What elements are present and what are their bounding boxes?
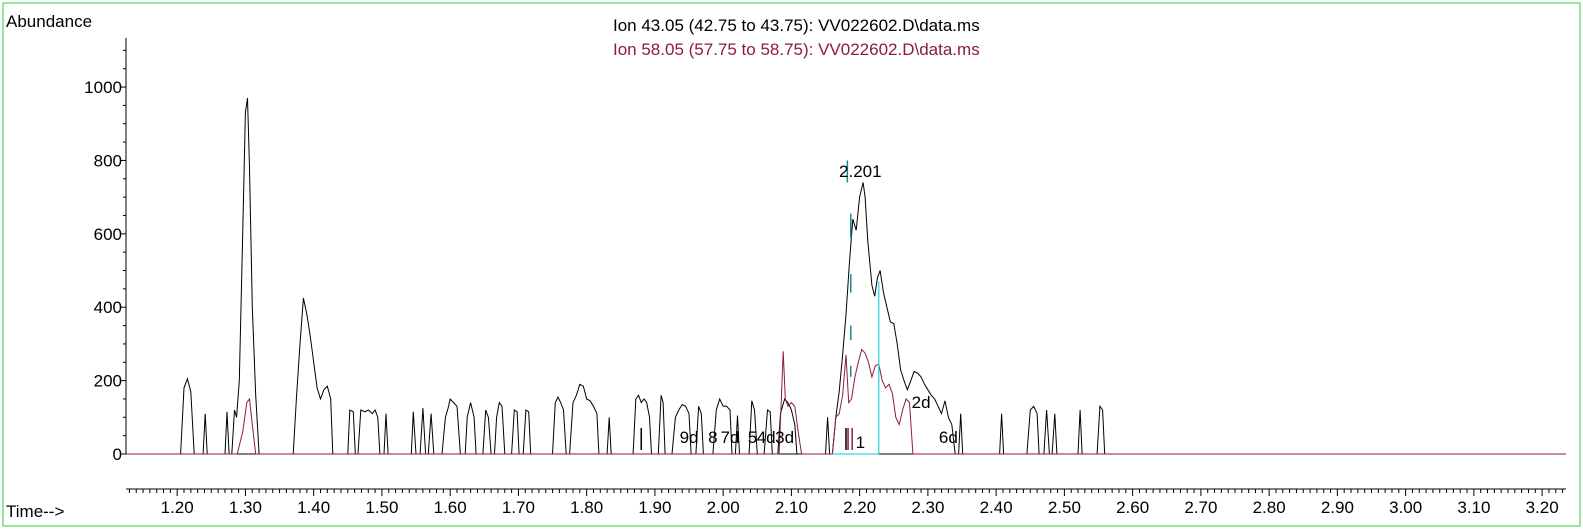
x-tick-label: 2.00 (707, 498, 740, 517)
x-tick-label: 2.90 (1321, 498, 1354, 517)
y-axis-label: Abundance (6, 12, 92, 31)
x-tick-label: 3.20 (1526, 498, 1559, 517)
x-tick-label: 1.20 (161, 498, 194, 517)
y-tick-label: 0 (113, 445, 122, 464)
x-tick-label: 2.30 (911, 498, 944, 517)
integration-label: 1 (856, 433, 865, 452)
compound-label: 5 (748, 428, 757, 447)
x-axis: 1.20 1.30 1.40 1.50 1.60 1.70 1.80 1.90 2.00 2.10… (126, 453, 1566, 517)
x-axis-label: Time--> (6, 502, 64, 521)
y-tick-label: 200 (94, 372, 122, 391)
compound-label: 9d (680, 428, 699, 447)
x-tick-label: 2.20 (843, 498, 876, 517)
x-tick-label: 1.90 (638, 498, 671, 517)
compound-label: 7d (721, 428, 740, 447)
annotation-layer: 1 2.201 9d 8 7d 5 4d 3d 2d 6d (640, 160, 958, 455)
x-tick-label: 2.80 (1253, 498, 1286, 517)
x-tick-label: 2.10 (775, 498, 808, 517)
compound-label: 3d (775, 428, 794, 447)
x-tick-label: 3.00 (1389, 498, 1422, 517)
x-tick-label: 2.70 (1184, 498, 1217, 517)
ion-58-trace (126, 348, 1566, 455)
compound-label: 2d (912, 393, 931, 412)
legend-ion-43: Ion 43.05 (42.75 to 43.75): VV022602.D\d… (613, 16, 980, 35)
y-tick-label: 400 (94, 298, 122, 317)
x-tick-label: 1.80 (570, 498, 603, 517)
compound-label: 8 (708, 428, 717, 447)
x-tick-label: 2.40 (980, 498, 1013, 517)
legend-ion-58: Ion 58.05 (57.75 to 58.75): VV022602.D\d… (613, 40, 980, 59)
peak-label: 2.201 (839, 162, 882, 181)
y-axis: 0 200 400 600 800 1000 (84, 38, 127, 464)
x-tick-label: 3.10 (1457, 498, 1490, 517)
series-layer (126, 98, 1566, 455)
x-tick-label: 1.50 (365, 498, 398, 517)
x-tick-label: 1.30 (229, 498, 262, 517)
y-tick-label: 1000 (84, 78, 122, 97)
x-tick-label: 1.60 (434, 498, 467, 517)
ion-43-trace (126, 98, 1566, 455)
y-tick-label: 600 (94, 225, 122, 244)
x-tick-label: 2.50 (1048, 498, 1081, 517)
y-tick-label: 800 (94, 151, 122, 170)
x-tick-label: 1.70 (502, 498, 535, 517)
x-tick-label: 1.40 (297, 498, 330, 517)
compound-label: 4d (757, 428, 776, 447)
compound-label: 6d (939, 428, 958, 447)
x-tick-label: 2.60 (1116, 498, 1149, 517)
